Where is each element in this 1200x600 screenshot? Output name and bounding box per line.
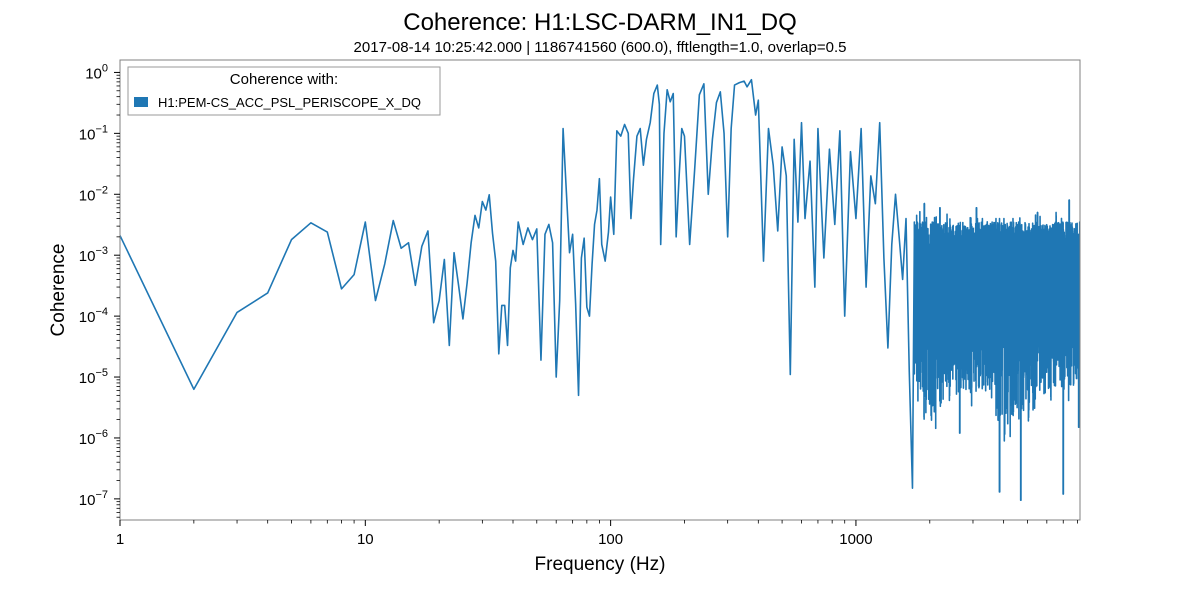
- x-axis: 1 10 100 1000: [116, 520, 1078, 548]
- plot-area: [120, 78, 1080, 502]
- x-tick-label: 1: [116, 531, 124, 548]
- y-tick-label: 10−4: [79, 306, 108, 326]
- y-tick-label: 10−5: [79, 367, 108, 387]
- legend-box: [127, 66, 441, 116]
- series-line: [120, 78, 1080, 502]
- y-axis-label: Coherence: [48, 244, 69, 337]
- x-axis-label: Frequency (Hz): [535, 554, 666, 575]
- y-tick-label: 10−7: [79, 489, 108, 509]
- x-tick-label: 100: [598, 531, 623, 548]
- y-tick-label: 10−2: [79, 184, 108, 204]
- x-tick-label: 1000: [839, 531, 872, 548]
- legend-swatch: [134, 97, 148, 107]
- chart-title: Coherence: H1:LSC-DARM_IN1_DQ: [403, 9, 796, 36]
- chart-subtitle: 2017-08-14 10:25:42.000 | 1186741560 (60…: [354, 39, 847, 56]
- y-tick-label: 10−6: [79, 428, 108, 448]
- y-tick-label: 10−3: [79, 245, 108, 265]
- y-axis: 10−7 10−6 10−5 10−4 10−3 10−2 10−1 100: [79, 62, 120, 518]
- legend-entry-label: H1:PEM-CS_ACC_PSL_PERISCOPE_X_DQ: [158, 95, 421, 110]
- y-tick-label: 100: [85, 62, 108, 82]
- legend: Coherence with: H1:PEM-CS_ACC_PSL_PERISC…: [127, 66, 441, 116]
- y-tick-label: 10−1: [79, 123, 108, 143]
- legend-title: Coherence with:: [230, 71, 338, 88]
- x-tick-label: 10: [357, 531, 374, 548]
- plot-frame: [119, 59, 1081, 521]
